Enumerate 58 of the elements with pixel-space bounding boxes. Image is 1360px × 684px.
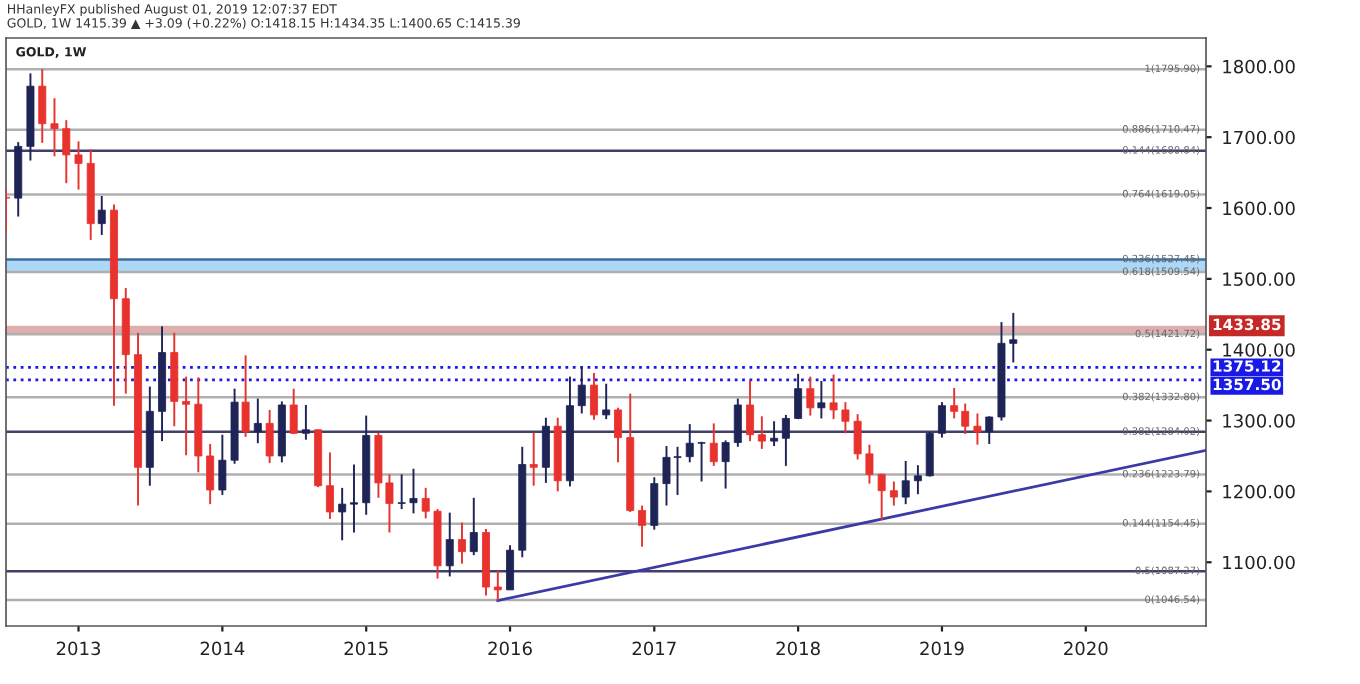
- candlestick: [721, 439, 730, 490]
- candlestick: [253, 397, 262, 445]
- y-tick-label: 1100.00: [1223, 555, 1295, 570]
- x-tick-label: 2017: [632, 641, 676, 656]
- y-tick-label: 1600.00: [1223, 201, 1295, 216]
- candlestick: [590, 372, 598, 421]
- y-tick-label: 1200.00: [1223, 484, 1295, 499]
- candlestick: [985, 415, 994, 445]
- candlestick: [469, 496, 478, 557]
- candlestick: [794, 372, 803, 421]
- candlestick: [746, 379, 755, 443]
- x-tick-label: 2015: [344, 641, 388, 656]
- candlestick: [541, 416, 550, 484]
- candlestick: [781, 413, 790, 467]
- candlestick: [817, 379, 826, 420]
- y-tick-label: 1400.00: [1223, 343, 1295, 357]
- y-tick-label: 1700.00: [1223, 130, 1295, 145]
- candlestick: [445, 511, 454, 578]
- candlestick: [973, 412, 982, 446]
- y-tick-label: 1500.00: [1223, 272, 1295, 286]
- x-tick-label: 2014: [200, 641, 245, 656]
- x-tick-label: 2018: [776, 641, 820, 656]
- candlestick: [733, 397, 742, 448]
- y-tick-label: 1300.00: [1223, 414, 1295, 428]
- candlestick: [74, 140, 83, 191]
- candlestick: [614, 406, 622, 464]
- candlestick: [577, 366, 586, 415]
- candlestick: [97, 195, 106, 236]
- candlestick: [289, 387, 298, 435]
- candlestick: [650, 476, 659, 531]
- candlestick: [338, 486, 347, 542]
- candlestick: [493, 569, 502, 602]
- candlestick: [182, 375, 191, 457]
- candlestick: [925, 430, 934, 478]
- candlestick: [901, 459, 910, 506]
- candlestick: [709, 422, 718, 467]
- candlestick: [350, 463, 358, 534]
- candlestick: [889, 480, 898, 507]
- candlestick: [506, 544, 515, 591]
- x-tick-label: 2020: [1064, 641, 1108, 656]
- y-tick-label: 1800.00: [1223, 59, 1295, 74]
- candlestick: [301, 404, 310, 441]
- candlestick: [937, 401, 946, 439]
- candlestick: [529, 431, 538, 487]
- candlestick: [457, 521, 466, 565]
- x-tick-label: 2013: [56, 641, 101, 656]
- candlestick: [757, 415, 766, 450]
- candlestick: [325, 451, 334, 520]
- candlestick: [913, 464, 922, 496]
- candlestick: [638, 504, 647, 548]
- candlestick: [806, 375, 815, 417]
- candlestick: [265, 408, 274, 465]
- candlestick: [38, 68, 47, 144]
- candlestick: [241, 354, 250, 438]
- x-tick-label: 2016: [488, 641, 532, 656]
- candlestick: [602, 382, 611, 421]
- candlestick: [770, 420, 779, 448]
- x-tick-label: 2019: [920, 641, 964, 656]
